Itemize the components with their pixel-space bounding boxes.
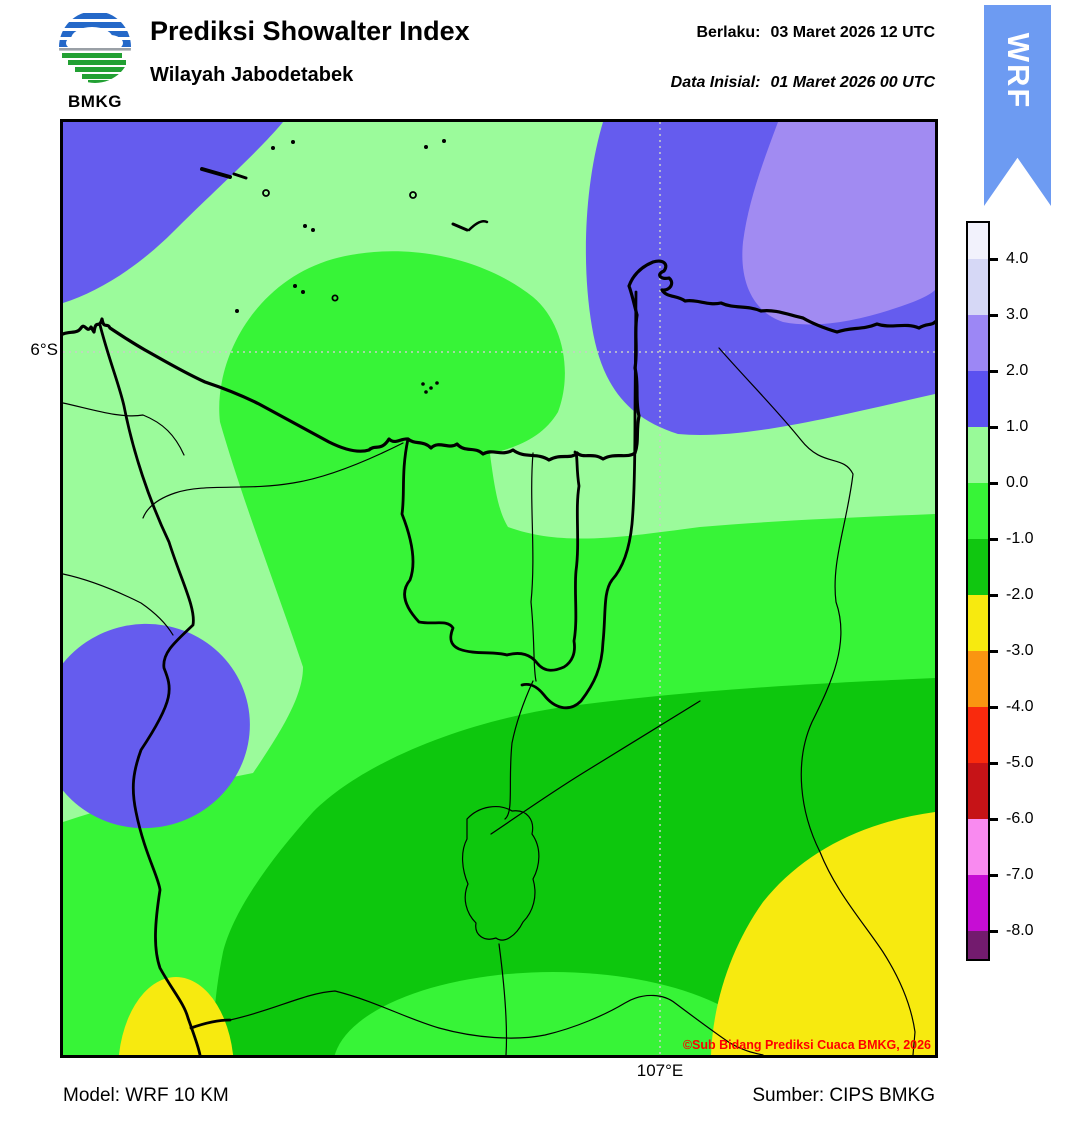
init-time-row: Data Inisial: 01 Maret 2026 00 UTC	[671, 74, 935, 92]
bmkg-logo: BMKG	[55, 8, 135, 112]
colorbar-segment	[968, 315, 988, 371]
longitude-label: 107°E	[636, 1061, 684, 1080]
province-boundaries	[98, 290, 638, 1055]
colorbar-segment	[968, 707, 988, 763]
colorbar-tick-label: 3.0	[1006, 306, 1029, 323]
colorbar	[966, 221, 990, 961]
colorbar-tick-label: -1.0	[1006, 530, 1034, 547]
colorbar-tick-label: -4.0	[1006, 698, 1034, 715]
colorbar-tick	[988, 649, 998, 653]
colorbar-tick-label: -5.0	[1006, 754, 1034, 771]
showalter-contour-map	[63, 122, 935, 1055]
valid-time-row: Berlaku: 03 Maret 2026 12 UTC	[696, 24, 935, 42]
colorbar-tick	[988, 537, 998, 541]
colorbar-tick	[988, 873, 998, 877]
colorbar-tick-label: -6.0	[1006, 810, 1034, 827]
colorbar-segment	[968, 651, 988, 707]
init-time-value: 01 Maret 2026 00 UTC	[770, 74, 935, 91]
colorbar-tick	[988, 705, 998, 709]
forecast-map: ©Sub Bidang Prediksi Cuaca BMKG, 2026	[60, 119, 938, 1058]
colorbar-segment	[968, 371, 988, 427]
colorbar-segment	[968, 483, 988, 539]
init-time-label: Data Inisial:	[670, 74, 761, 91]
bmkg-logo-image	[59, 11, 131, 83]
colorbar-tick-label: -8.0	[1006, 922, 1034, 939]
colorbar-wrap: 4.0 3.0 2.0 1.0 0.0 -1.0 -2.0 -3.0 -4.0 -5.0 -6.0 -…	[966, 221, 1066, 966]
colorbar-segment	[968, 259, 988, 315]
colorbar-segment	[968, 539, 988, 595]
district-boundaries	[63, 347, 916, 1055]
colorbar-segment	[968, 763, 988, 819]
colorbar-tick-label: 2.0	[1006, 362, 1029, 379]
colorbar-tick	[988, 313, 998, 317]
colorbar-segment	[968, 931, 988, 959]
coastline	[63, 259, 935, 462]
colorbar-tick-label: -7.0	[1006, 866, 1034, 883]
colorbar-tick	[988, 425, 998, 429]
wrf-ribbon-label: WRF	[1000, 32, 1036, 110]
colorbar-segment	[968, 223, 988, 259]
latitude-label: 6°S	[30, 340, 58, 359]
colorbar-segment	[968, 427, 988, 483]
valid-time-value: 03 Maret 2026 12 UTC	[770, 24, 935, 41]
band-m1-0-south-blob	[334, 972, 772, 1055]
colorbar-tick-label: 1.0	[1006, 418, 1029, 435]
colorbar-tick	[988, 761, 998, 765]
colorbar-tick	[988, 481, 998, 485]
colorbar-tick-label: -3.0	[1006, 642, 1034, 659]
band-2-3-corner	[742, 122, 935, 325]
colorbar-tick	[988, 593, 998, 597]
wrf-ribbon: WRF	[984, 5, 1051, 206]
colorbar-tick	[988, 257, 998, 261]
band-1-2-northwest	[63, 122, 283, 303]
colorbar-segment	[968, 595, 988, 651]
colorbar-tick	[988, 369, 998, 373]
band-1-2-west-blob	[63, 623, 250, 829]
model-label: Model: WRF 10 KM	[63, 1085, 229, 1106]
colorbar-tick	[988, 817, 998, 821]
valid-time-label: Berlaku:	[696, 24, 761, 41]
page-subtitle: Wilayah Jabodetabek	[150, 64, 354, 86]
colorbar-tick-label: -2.0	[1006, 586, 1034, 603]
map-copyright: ©Sub Bidang Prediksi Cuaca BMKG, 2026	[682, 1038, 931, 1052]
colorbar-segment	[968, 819, 988, 875]
bmkg-logo-label: BMKG	[68, 92, 122, 111]
colorbar-tick-label: 0.0	[1006, 474, 1029, 491]
band-m3-m2-southwest	[118, 977, 234, 1055]
islands	[200, 139, 489, 394]
source-label: Sumber: CIPS BMKG	[752, 1085, 935, 1106]
band-m3-m2-southeast	[711, 812, 935, 1055]
colorbar-tick-label: 4.0	[1006, 250, 1029, 267]
colorbar-tick	[988, 929, 998, 933]
page-title: Prediksi Showalter Index	[150, 16, 470, 46]
colorbar-segment	[968, 875, 988, 931]
